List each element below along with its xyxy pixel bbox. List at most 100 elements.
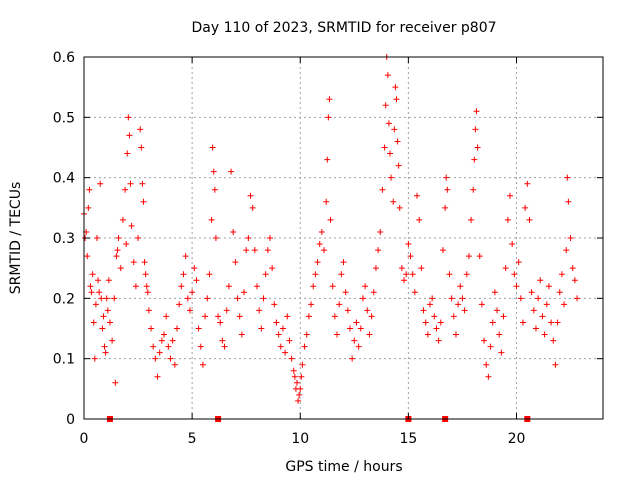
data-point — [152, 355, 159, 362]
data-point — [556, 289, 563, 296]
data-point — [496, 331, 503, 338]
data-point — [251, 247, 258, 254]
data-point — [362, 283, 369, 290]
data-point — [424, 331, 431, 338]
data-point — [232, 259, 239, 266]
data-point — [269, 265, 276, 272]
data-point — [326, 96, 333, 103]
data-point — [238, 331, 245, 338]
data-point — [102, 349, 109, 356]
data-point — [532, 325, 539, 332]
data-point — [446, 271, 453, 278]
y-tick-label: 0.5 — [53, 110, 75, 126]
data-point — [569, 265, 576, 272]
data-point — [295, 397, 302, 404]
data-point — [502, 265, 509, 272]
y-tick-label: 0.1 — [53, 352, 75, 368]
data-point — [526, 216, 533, 223]
data-point — [465, 253, 472, 260]
data-point — [364, 307, 371, 314]
data-point — [349, 355, 356, 362]
data-point — [498, 349, 505, 356]
data-point — [104, 307, 111, 314]
data-point — [398, 265, 405, 272]
data-point — [384, 72, 391, 79]
data-point — [296, 391, 303, 398]
data-point — [407, 253, 414, 260]
data-point — [111, 295, 118, 302]
data-point — [85, 204, 92, 211]
data-point — [476, 253, 483, 260]
data-point — [279, 325, 286, 332]
data-point — [535, 295, 542, 302]
data-point — [228, 168, 235, 175]
data-point — [385, 120, 392, 127]
data-point — [353, 319, 360, 326]
data-point — [405, 241, 412, 248]
data-point — [206, 271, 213, 278]
data-point — [509, 241, 516, 248]
data-point — [522, 204, 529, 211]
data-point — [150, 343, 157, 350]
data-point — [474, 144, 481, 151]
data-point — [561, 301, 568, 308]
data-point — [256, 307, 263, 314]
data-point — [211, 186, 218, 193]
data-point — [391, 126, 398, 133]
data-point — [558, 271, 565, 278]
data-point — [271, 301, 278, 308]
data-point — [489, 319, 496, 326]
data-point — [161, 331, 168, 338]
data-point — [543, 301, 550, 308]
data-point — [84, 253, 91, 260]
data-point — [90, 319, 97, 326]
data-point — [137, 126, 144, 133]
data-point — [176, 301, 183, 308]
data-point — [574, 295, 581, 302]
data-point — [230, 228, 237, 235]
y-tick-label: 0.2 — [53, 291, 75, 307]
data-point — [93, 235, 100, 241]
data-point — [113, 253, 120, 260]
data-point — [210, 168, 217, 175]
data-point — [264, 247, 271, 254]
data-point — [481, 337, 488, 344]
data-point — [282, 349, 289, 356]
data-point — [324, 156, 331, 163]
data-point — [519, 319, 526, 326]
data-point — [515, 259, 522, 266]
data-point — [199, 361, 206, 368]
data-point — [87, 283, 94, 290]
x-tick-label: 5 — [188, 431, 197, 447]
data-point — [117, 265, 124, 272]
data-point — [142, 271, 149, 278]
data-point — [331, 313, 338, 320]
data-points — [81, 54, 581, 404]
data-point — [158, 337, 165, 344]
data-point — [139, 180, 146, 187]
data-point — [89, 271, 96, 278]
data-point — [291, 373, 298, 380]
data-point — [504, 216, 511, 223]
data-point — [128, 222, 135, 229]
data-point — [119, 216, 126, 223]
data-point — [571, 277, 578, 284]
data-point — [241, 289, 248, 296]
data-point — [409, 271, 416, 278]
data-point — [437, 319, 444, 326]
data-point — [390, 198, 397, 205]
data-point — [169, 337, 176, 344]
data-point — [459, 295, 466, 302]
data-point — [554, 319, 561, 326]
data-point — [370, 289, 377, 296]
data-point — [388, 174, 395, 181]
data-point — [351, 337, 358, 344]
data-point — [284, 313, 291, 320]
data-point — [197, 343, 204, 350]
data-point — [392, 84, 399, 91]
data-point — [452, 331, 459, 338]
data-point — [528, 289, 535, 296]
data-point — [511, 271, 518, 278]
data-point — [433, 325, 440, 332]
data-point — [204, 295, 211, 302]
